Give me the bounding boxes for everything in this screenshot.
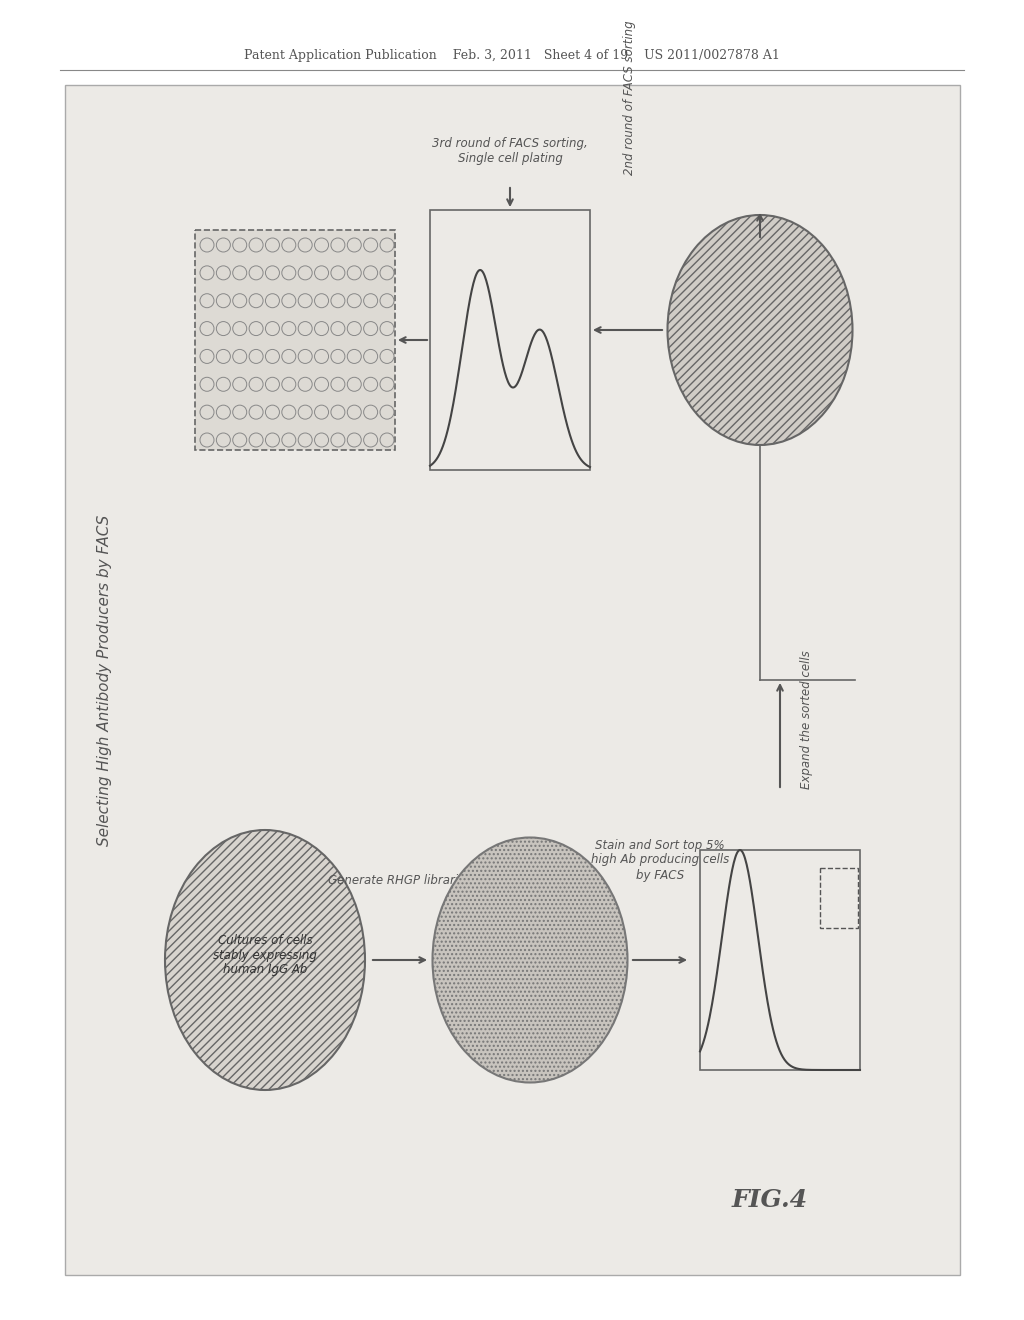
Bar [195,230,395,450]
Text: Generate RHGP libraries: Generate RHGP libraries [329,874,472,887]
Text: Stain and Sort top 5%
high Ab producing cells
by FACS: Stain and Sort top 5% high Ab producing … [591,838,729,882]
Bar [65,84,961,1275]
Bar [430,210,590,470]
Text: Selecting High Antibody Producers by FACS: Selecting High Antibody Producers by FAC… [97,515,113,846]
Bar [700,850,860,1071]
Text: Expand the sorted cells: Expand the sorted cells [800,651,813,789]
Ellipse shape [668,215,853,445]
Text: 2nd round of FACS sorting: 2nd round of FACS sorting [624,20,637,176]
Ellipse shape [165,830,365,1090]
Text: 3rd round of FACS sorting,
Single cell plating: 3rd round of FACS sorting, Single cell p… [432,137,588,165]
Text: FIG.4: FIG.4 [732,1188,808,1212]
Ellipse shape [432,837,628,1082]
Text: Cultures of cells
stably expressing
human IgG Ab: Cultures of cells stably expressing huma… [213,933,317,977]
Bar [820,869,858,928]
Text: Patent Application Publication    Feb. 3, 2011   Sheet 4 of 19    US 2011/002787: Patent Application Publication Feb. 3, 2… [244,49,780,62]
